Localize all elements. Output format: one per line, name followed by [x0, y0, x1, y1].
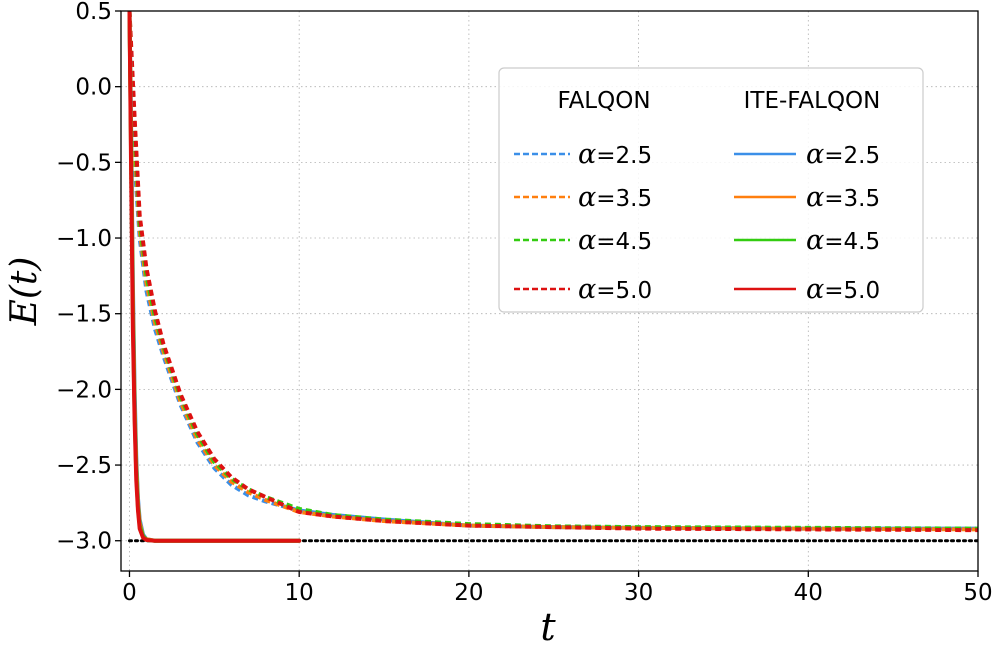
legend-alpha-symbol: α: [578, 182, 596, 213]
legend-header-falqon: FALQON: [557, 88, 650, 114]
legend-alpha-value: =5.0: [824, 278, 880, 304]
legend-alpha-symbol: α: [806, 139, 824, 170]
series-layer: [127, 11, 978, 543]
y-tick-label: −2.5: [56, 453, 112, 479]
y-axis-title: E(t): [4, 257, 45, 327]
y-tick-label: −3.0: [56, 529, 112, 555]
legend-label: α=2.5: [806, 139, 880, 170]
y-tick-label: 0.5: [75, 0, 112, 25]
legend-alpha-value: =4.5: [596, 229, 652, 255]
legend-label: α=4.5: [578, 225, 652, 256]
legend-alpha-symbol: α: [806, 182, 824, 213]
legend-label: α=3.5: [578, 182, 652, 213]
x-tick-label: 0: [122, 580, 137, 606]
legend-alpha-value: =2.5: [596, 143, 652, 169]
legend: FALQON ITE-FALQON α=2.5α=3.5α=4.5α=5.0α=…: [498, 67, 924, 313]
y-tick-label: 0.0: [75, 75, 112, 101]
x-tick-label: 20: [454, 580, 483, 606]
legend-alpha-symbol: α: [578, 225, 596, 256]
falqon-series-alpha-5.0: [127, 11, 978, 533]
ite-falqon-series-alpha-5.0: [127, 11, 302, 543]
legend-label: α=3.5: [806, 182, 880, 213]
legend-alpha-value: =3.5: [824, 186, 880, 212]
legend-alpha-value: =5.0: [596, 278, 652, 304]
x-tick-label: 50: [963, 580, 992, 606]
legend-alpha-value: =4.5: [824, 229, 880, 255]
legend-label: α=2.5: [578, 139, 652, 170]
y-tick-label: −0.5: [56, 150, 112, 176]
legend-label: α=5.0: [806, 274, 880, 305]
legend-alpha-value: =2.5: [824, 143, 880, 169]
legend-entries: α=2.5α=3.5α=4.5α=5.0α=2.5α=3.5α=4.5α=5.0: [514, 139, 880, 305]
x-tick-label: 40: [794, 580, 823, 606]
y-tick-label: −1.5: [56, 302, 112, 328]
legend-alpha-symbol: α: [806, 225, 824, 256]
plot-frame: [120, 10, 979, 572]
y-tick-label: −1.0: [56, 226, 112, 252]
y-tick-label: −2.0: [56, 377, 112, 403]
legend-label: α=5.0: [578, 274, 652, 305]
legend-header-ite-falqon: ITE-FALQON: [744, 88, 881, 114]
legend-label: α=4.5: [806, 225, 880, 256]
x-axis-title: t: [540, 605, 556, 649]
legend-alpha-symbol: α: [578, 274, 596, 305]
legend-box: [498, 67, 924, 313]
x-tick-label: 30: [624, 580, 653, 606]
legend-alpha-symbol: α: [806, 274, 824, 305]
legend-alpha-value: =3.5: [596, 186, 652, 212]
legend-alpha-symbol: α: [578, 139, 596, 170]
ticks: 0 10 20 30 40 50 0.5 0.0 −0.5 −1.0 −1.5 −2.0 −2.5 −3.…: [56, 0, 993, 606]
x-tick-label: 10: [285, 580, 314, 606]
